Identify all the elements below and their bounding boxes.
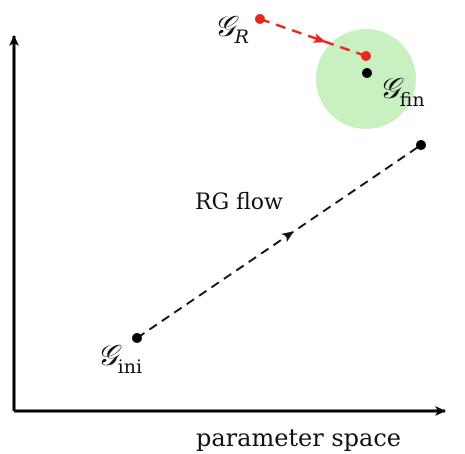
final-point <box>362 68 372 78</box>
reconstructed-start-point <box>255 14 265 24</box>
reconstructed-point-label: 𝒢R <box>214 9 249 48</box>
reconstructed-flow-arrowhead <box>312 33 328 47</box>
rg-flow-label: RG flow <box>195 190 283 215</box>
reconstructed-subscript: R <box>234 26 249 48</box>
rg-flow-line <box>137 145 421 338</box>
initial-subscript: ini <box>118 356 142 378</box>
initial-point-label: 𝒢ini <box>97 338 142 378</box>
initial-point <box>132 333 142 343</box>
reconstructed-end-point <box>361 51 371 61</box>
final-subscript: fin <box>400 89 425 111</box>
axis-label: parameter space <box>196 424 401 452</box>
rg-flow-arrowhead <box>281 227 297 242</box>
end-point <box>416 140 426 150</box>
